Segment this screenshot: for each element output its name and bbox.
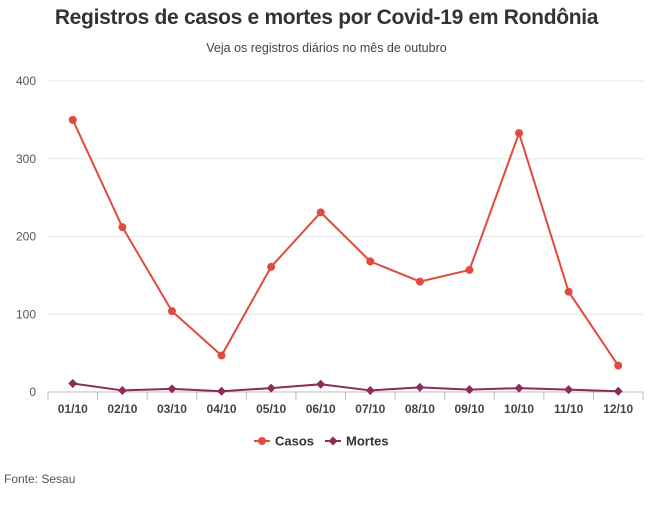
x-tick-label: 06/10 xyxy=(306,402,336,416)
series-mortes xyxy=(68,378,623,396)
series-casos xyxy=(68,115,623,370)
data-point[interactable] xyxy=(68,115,77,124)
legend-label: Mortes xyxy=(346,434,389,449)
data-point[interactable] xyxy=(614,361,623,370)
x-tick-label: 01/10 xyxy=(58,402,88,416)
y-tick-label: 100 xyxy=(16,307,36,321)
x-tick-label: 02/10 xyxy=(107,402,137,416)
x-tick-label: 04/10 xyxy=(207,402,237,416)
x-tick-label: 10/10 xyxy=(504,402,534,416)
data-point[interactable] xyxy=(266,383,276,393)
y-tick-label: 200 xyxy=(16,230,36,244)
legend-marker-diamond xyxy=(328,436,338,446)
series-line-mortes xyxy=(72,382,619,393)
data-point[interactable] xyxy=(465,265,474,274)
legend-marker-circle xyxy=(258,437,266,445)
data-point[interactable] xyxy=(68,378,78,388)
legend-item-casos[interactable]: Casos xyxy=(254,434,314,449)
x-tick-label: 11/10 xyxy=(554,402,584,416)
x-tick-label: 08/10 xyxy=(405,402,435,416)
data-point[interactable] xyxy=(217,351,226,360)
source-note: Fonte: Sesau xyxy=(4,472,76,486)
data-point[interactable] xyxy=(464,385,474,395)
legend[interactable]: Casos Mortes xyxy=(254,434,389,449)
legend-item-mortes[interactable]: Mortes xyxy=(325,434,389,449)
y-tick-label: 0 xyxy=(29,385,36,399)
data-point[interactable] xyxy=(118,223,127,232)
data-point[interactable] xyxy=(316,379,326,389)
data-point[interactable] xyxy=(515,129,524,138)
data-point[interactable] xyxy=(564,287,573,296)
data-point[interactable] xyxy=(167,384,177,394)
x-tick-label: 05/10 xyxy=(256,402,286,416)
y-tick-label: 300 xyxy=(16,152,36,166)
data-point[interactable] xyxy=(514,383,524,393)
data-point[interactable] xyxy=(365,385,375,395)
data-point[interactable] xyxy=(415,277,424,286)
data-point[interactable] xyxy=(217,386,227,396)
data-point[interactable] xyxy=(564,385,574,395)
chart-subtitle: Veja os registros diários no mês de outu… xyxy=(206,41,447,55)
data-point[interactable] xyxy=(167,307,176,316)
data-point[interactable] xyxy=(267,262,276,271)
data-point[interactable] xyxy=(366,257,375,266)
x-tick-label: 12/10 xyxy=(603,402,633,416)
data-point[interactable] xyxy=(415,382,425,392)
y-tick-label: 400 xyxy=(16,74,36,88)
x-axis: 01/10 02/10 03/10 04/10 05/10 06/10 07/10 08/10… xyxy=(47,391,644,416)
x-tick-label: 07/10 xyxy=(355,402,385,416)
chart-title: Registros de casos e mortes por Covid-19… xyxy=(54,6,599,29)
data-point[interactable] xyxy=(613,386,623,396)
series-line-casos xyxy=(71,119,620,367)
series-group xyxy=(68,115,623,396)
data-point[interactable] xyxy=(316,208,325,217)
x-tick-label: 03/10 xyxy=(157,402,187,416)
data-point[interactable] xyxy=(117,385,127,395)
legend-label: Casos xyxy=(275,434,314,449)
x-tick-label: 09/10 xyxy=(454,402,484,416)
y-axis-ticks: 0 100 200 300 400 xyxy=(16,74,36,399)
